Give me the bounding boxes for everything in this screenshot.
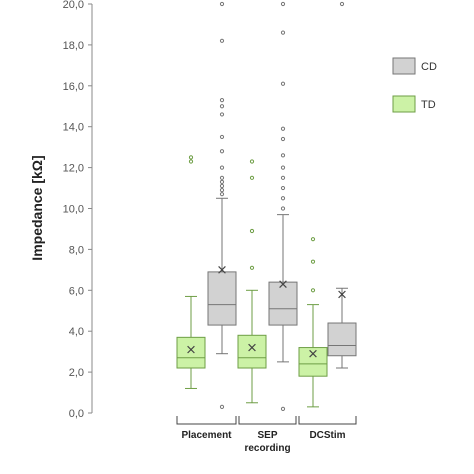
y-tick-label: 4,0 (69, 326, 84, 338)
outlier-point (249, 228, 255, 234)
y-tick-label: 8,0 (69, 244, 84, 256)
box-td-2 (298, 237, 328, 408)
outlier-point (249, 265, 255, 270)
legend: CD TD (392, 57, 437, 113)
outlier-point (280, 175, 286, 180)
outlier-point (280, 165, 286, 170)
box-iqr (176, 336, 206, 369)
outlier-point (280, 126, 286, 131)
outlier-point (219, 1, 225, 7)
outlier-point (280, 185, 286, 191)
outlier-point (310, 237, 316, 242)
category-bracket (298, 416, 357, 425)
outlier-point (310, 259, 316, 264)
category-label: recording (244, 443, 290, 454)
outlier-point (188, 159, 194, 164)
outlier-point (219, 112, 225, 117)
outlier-point (280, 206, 286, 211)
box-iqr (327, 322, 357, 357)
category-label: Placement (181, 430, 232, 441)
y-tick-label: 0,0 (69, 408, 84, 420)
box-iqr (268, 281, 298, 326)
box-cd-0 (207, 1, 237, 409)
outlier-point (219, 183, 225, 189)
mean-marker (218, 266, 226, 274)
outlier-point (249, 175, 255, 180)
y-tick-label: 16,0 (63, 81, 84, 93)
y-tick-label: 14,0 (63, 122, 84, 134)
y-axis: 0,0 2,0 4,0 6,0 8,0 10,0 12,0 14,0 16,0 18,0 20,0 (63, 0, 93, 420)
category-bracket (176, 416, 237, 425)
outlier-point (280, 136, 286, 142)
outlier-point (280, 153, 286, 158)
outlier-point (280, 81, 286, 86)
outlier-point (219, 192, 225, 197)
plot-area (176, 1, 357, 412)
mean-marker (279, 280, 287, 288)
mean-marker (187, 345, 195, 354)
mean-marker (309, 349, 317, 358)
category-label: DCStim (309, 430, 345, 441)
outlier-point (219, 38, 225, 43)
outlier-point (219, 98, 225, 103)
y-tick-label: 20,0 (63, 0, 84, 11)
outlier-point (339, 1, 345, 7)
outlier-point (219, 175, 225, 180)
y-tick-label: 2,0 (69, 367, 84, 379)
category-bracket (238, 416, 297, 425)
outlier-point (280, 1, 286, 7)
box-iqr (298, 347, 328, 377)
category-label: SEP (257, 430, 277, 441)
box-td-1 (237, 159, 267, 404)
category-axis: Placement SEP recording DCStim (176, 416, 357, 454)
outlier-point (310, 288, 316, 293)
box-iqr (207, 271, 237, 326)
outlier-point (249, 159, 255, 164)
y-tick-label: 18,0 (63, 40, 84, 52)
legend-label-td: TD (421, 99, 436, 111)
y-tick-label: 6,0 (69, 285, 84, 297)
legend-swatch-cd (392, 57, 416, 75)
y-tick-label: 10,0 (63, 204, 84, 216)
outlier-point (219, 179, 225, 185)
y-tick-label: 12,0 (63, 163, 84, 175)
y-axis-label: Impedance [kΩ] (29, 155, 45, 260)
box-iqr (237, 334, 267, 369)
legend-label-cd: CD (421, 61, 437, 73)
outlier-point (219, 187, 225, 193)
box-td-0 (176, 155, 206, 389)
outlier-point (219, 104, 225, 109)
outlier-point (219, 149, 225, 154)
outlier-point (280, 406, 286, 412)
mean-marker (338, 290, 346, 299)
box-cd-1 (268, 1, 298, 412)
outlier-point (280, 196, 286, 201)
outlier-point (219, 404, 225, 409)
outlier-point (219, 134, 225, 140)
legend-swatch-td (392, 95, 416, 113)
outlier-point (219, 165, 225, 170)
mean-marker (248, 343, 256, 352)
outlier-point (280, 30, 286, 35)
outlier-point (188, 155, 194, 160)
box-cd-2 (327, 1, 357, 369)
